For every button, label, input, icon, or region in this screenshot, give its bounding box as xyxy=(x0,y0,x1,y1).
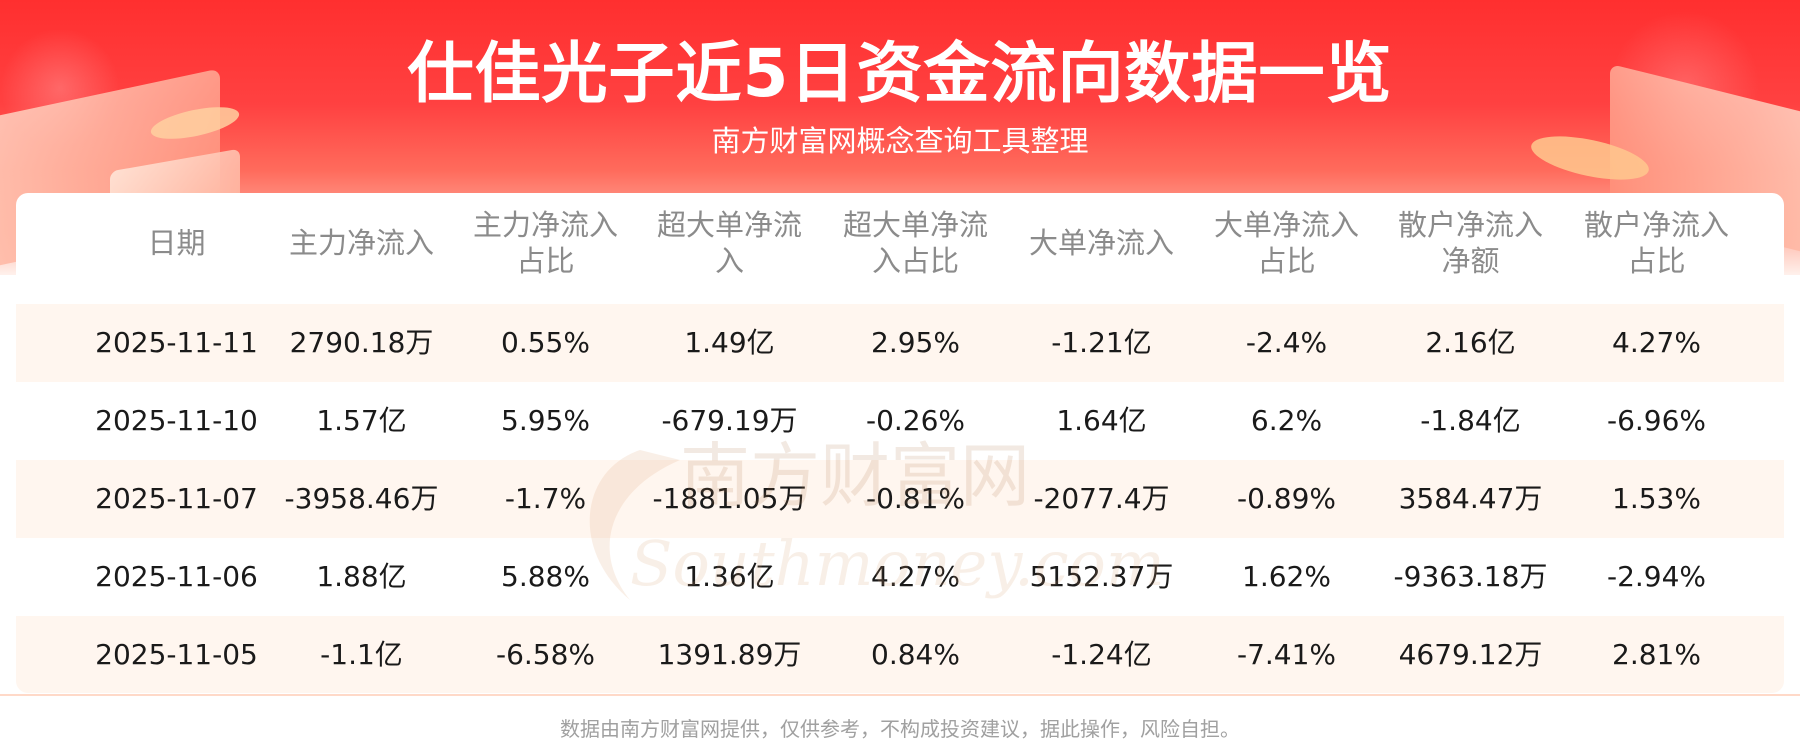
column-header-line: 入 xyxy=(714,244,744,278)
table-cell: 6.2% xyxy=(1250,404,1323,437)
column-header-line: 主力净流入 xyxy=(288,226,434,260)
column-header: 超大单净流 入占比 xyxy=(823,207,1008,279)
table-cell: -1.7% xyxy=(504,482,587,515)
table-cell: 1.36亿 xyxy=(684,560,775,593)
table-row: 2025-11-10 1.57亿 5.95% -679.19万 -0.26% 1.64亿 6… xyxy=(16,382,1784,460)
column-header: 超大单净流入 xyxy=(637,207,822,279)
table-cell: 5152.37万 xyxy=(1029,560,1174,593)
table-row: 2025-11-06 1.88亿 5.88% 1.36亿 4.27% 5152.37万 1.… xyxy=(16,538,1784,616)
table-cell: -2.4% xyxy=(1245,326,1328,359)
disclaimer: 数据由南方财富网提供，仅供参考，不构成投资建议，据此操作，风险自担。 xyxy=(560,717,1240,741)
table-cell: 1.53% xyxy=(1612,482,1701,515)
table-cell: 5.95% xyxy=(501,404,590,437)
table-cell: 2.16亿 xyxy=(1425,326,1516,359)
table-cell: 5.88% xyxy=(501,560,590,593)
table-row: 2025-11-07 -3958.46万 -1.7% -1881.05万 -0.81% -… xyxy=(16,460,1784,538)
column-header: 大单净流入 占比 xyxy=(1194,207,1379,279)
table-row: 2025-11-05 -1.1亿 -6.58% 1391.89万 0.84% -1.24亿… xyxy=(16,616,1784,693)
table-cell: -3958.46万 xyxy=(284,482,439,515)
table-cell: 1.57亿 xyxy=(316,404,407,437)
column-header-line: 超大单净流 xyxy=(842,208,988,242)
date-cell: 2025-11-07 xyxy=(95,482,258,515)
date-cell: 2025-11-11 xyxy=(95,326,258,359)
column-header: 日期 xyxy=(84,225,269,261)
table-cell: 2.95% xyxy=(871,326,960,359)
table-cell: -1.21亿 xyxy=(1051,326,1152,359)
table-cell: -679.19万 xyxy=(661,404,798,437)
table-cell: 1.88亿 xyxy=(316,560,407,593)
table-header: 日期 主力净流入 主力净流入 占比 超大单净流入超大单净流 入占比 大单净流入 大单净流入 占比… xyxy=(16,193,1784,303)
column-header: 散户净流入 净额 xyxy=(1378,207,1563,279)
table-cell: 0.84% xyxy=(871,638,960,671)
table-cell: -1.84亿 xyxy=(1420,404,1521,437)
column-header-line: 占比 xyxy=(516,244,575,278)
page-subtitle: 南方财富网概念查询工具整理 xyxy=(711,124,1089,158)
table-cell: 4679.12万 xyxy=(1398,638,1543,671)
table-cell: -1.24亿 xyxy=(1051,638,1152,671)
column-header-line: 散户净流入 xyxy=(1583,208,1729,242)
date-cell: 2025-11-05 xyxy=(95,638,258,671)
column-header-line: 主力净流入 xyxy=(472,208,618,242)
page-title: 仕佳光子近5日资金流向数据一览 xyxy=(407,35,1393,112)
data-table: 日期 主力净流入 主力净流入 占比 超大单净流入超大单净流 入占比 大单净流入 大单净流入 占比… xyxy=(16,193,1784,693)
column-header-line: 超大单净流 xyxy=(656,208,802,242)
table-cell: 4.27% xyxy=(1612,326,1701,359)
table-cell: 4.27% xyxy=(871,560,960,593)
table-cell: -2077.4万 xyxy=(1033,482,1170,515)
table-cell: 1391.89万 xyxy=(657,638,802,671)
column-header: 大单净流入 xyxy=(1009,225,1194,261)
table-cell: -6.96% xyxy=(1606,404,1707,437)
table-cell: 1.64亿 xyxy=(1056,404,1147,437)
table-cell: 2790.18万 xyxy=(289,326,434,359)
table-cell: -7.41% xyxy=(1236,638,1337,671)
table-cell: -1881.05万 xyxy=(652,482,807,515)
column-header-line: 占比 xyxy=(1627,244,1686,278)
table-cell: 1.62% xyxy=(1242,560,1331,593)
column-header-line: 大单净流入 xyxy=(1213,208,1359,242)
column-header-line: 净额 xyxy=(1441,244,1500,278)
column-header-line: 散户净流入 xyxy=(1397,208,1543,242)
table-cell: -6.58% xyxy=(495,638,596,671)
table-cell: -9363.18万 xyxy=(1393,560,1548,593)
table-row: 2025-11-11 2790.18万 0.55% 1.49亿 2.95% -1.21亿 -… xyxy=(16,304,1784,382)
column-header: 主力净流入 占比 xyxy=(453,207,638,279)
column-header-line: 占比 xyxy=(1257,244,1316,278)
table-cell: -0.26% xyxy=(865,404,966,437)
table-cell: -0.81% xyxy=(865,482,966,515)
column-header-line: 日期 xyxy=(147,226,206,260)
table-cell: 2.81% xyxy=(1612,638,1701,671)
column-header-line: 入占比 xyxy=(871,244,959,278)
date-cell: 2025-11-06 xyxy=(95,560,258,593)
date-cell: 2025-11-10 xyxy=(95,404,258,437)
column-header: 主力净流入 xyxy=(269,225,454,261)
table-cell: 1.49亿 xyxy=(684,326,775,359)
column-header: 散户净流入 占比 xyxy=(1564,207,1749,279)
table-cell: 0.55% xyxy=(501,326,590,359)
table-cell: -0.89% xyxy=(1236,482,1337,515)
footer-divider xyxy=(0,694,1800,696)
table-cell: -1.1亿 xyxy=(320,638,403,671)
table-cell: 3584.47万 xyxy=(1398,482,1543,515)
column-header-line: 大单净流入 xyxy=(1028,226,1174,260)
table-cell: -2.94% xyxy=(1606,560,1707,593)
